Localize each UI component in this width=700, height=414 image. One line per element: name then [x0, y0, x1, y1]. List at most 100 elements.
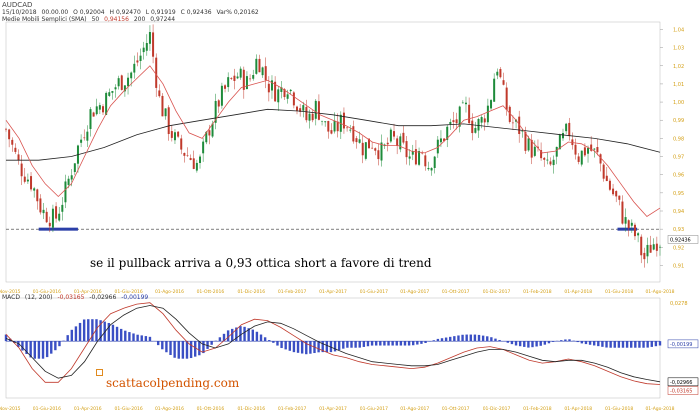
macd-histogram-bar [514, 341, 518, 346]
candle-body [646, 244, 649, 257]
price-x-tick-label: 01-Dic-2016 [237, 289, 265, 295]
price-x-tick-label: 01-Dic-2017 [483, 289, 511, 295]
macd-histogram-bar [383, 341, 386, 346]
candle-body [255, 58, 258, 74]
macd-x-tick-label: 01-Giu-2017 [360, 406, 388, 412]
macd-histogram-bar [103, 321, 106, 342]
macd-histogram-bar [58, 341, 61, 347]
macd-histogram-bar [350, 341, 353, 348]
candle-body [608, 180, 611, 190]
macd-histogram-bar [580, 341, 584, 344]
macd-x-tick-label: 01-Dic-2016 [237, 406, 265, 412]
macd-histogram-bar [226, 330, 230, 342]
candle-body [142, 47, 145, 53]
candle-body [30, 176, 33, 190]
candle-body [568, 122, 571, 137]
macd-histogram-bar [292, 341, 296, 353]
macd-x-tick-label: 01-Ott-2016 [197, 406, 225, 412]
macd-histogram-bar [494, 338, 497, 342]
macd-histogram-bar [498, 339, 501, 342]
candle-body [267, 83, 270, 93]
macd-histogram-bar [124, 330, 127, 342]
candle-body [355, 138, 358, 143]
candle-body [220, 85, 223, 106]
candle-body [505, 87, 508, 110]
macd-histogram-bar [444, 337, 448, 342]
macd-histogram-bar [268, 340, 271, 342]
macd-x-tick-label: 01-Ago-2016 [155, 406, 184, 412]
macd-x-tick-label: 01-Feb-2018 [523, 406, 552, 412]
candle-body [280, 87, 283, 92]
candle-body [36, 189, 39, 202]
macd-histogram-bar [535, 341, 538, 347]
candle-body [474, 128, 477, 133]
price-y-tick-label: 0,99 [673, 118, 684, 124]
price-x-tick-label: 01-Apr-2018 [564, 289, 592, 295]
candle-body [189, 157, 192, 161]
candle-body [618, 195, 621, 200]
macd-histogram-bar [621, 341, 625, 348]
macd-x-tick-label: 01-Giu-2018 [605, 406, 633, 412]
candle-body [605, 175, 608, 182]
macd-histogram-bar [66, 335, 69, 342]
candle-body [42, 209, 45, 214]
macd-histogram-bar [82, 319, 86, 342]
candle-body [317, 101, 320, 120]
macd-histogram-bar [477, 334, 481, 342]
candle-body [583, 147, 586, 156]
price-x-tick-label: 01-Ago-2018 [645, 289, 674, 295]
price-x-tick-label: 01-Ago-2017 [400, 289, 429, 295]
annotation-text: se il pullback arriva a 0,93 ottica shor… [90, 256, 432, 270]
macd-histogram-bar [506, 341, 510, 343]
candle-body [102, 106, 105, 113]
candle-body [314, 100, 317, 119]
candle-body [214, 100, 217, 123]
macd-histogram-bar [78, 322, 82, 342]
candle-body [649, 244, 652, 253]
candle-body [305, 106, 308, 121]
candle-body [599, 154, 602, 164]
candle-body [230, 77, 233, 79]
candle-body [624, 217, 627, 224]
time-value: 00.00.00 [41, 9, 69, 16]
macd-panel-frame [5, 297, 661, 399]
candle-body [480, 117, 483, 123]
candle-body [308, 113, 311, 121]
macd-x-tick-label: 01-Ott-2017 [442, 406, 470, 412]
macd-histogram-bar [4, 334, 8, 342]
macd-histogram-bar [45, 341, 49, 358]
macd-histogram-bar [424, 341, 427, 344]
candle-body [224, 85, 227, 89]
macd-histogram-bar [449, 336, 452, 342]
macd-histogram-bar [247, 328, 250, 342]
candle-body [296, 106, 299, 111]
macd-histogram-bar [169, 341, 172, 355]
candle-body [199, 156, 202, 163]
candle-body [211, 123, 214, 137]
macd-histogram-bar [630, 341, 633, 348]
macd-histogram-bar [576, 341, 579, 343]
high-value: H 0,92470 [109, 9, 141, 16]
candle-body [659, 246, 661, 248]
macd-x-tick-label: 01-Giu-2016 [115, 406, 143, 412]
macd-histogram-bar [50, 341, 53, 354]
candle-body [5, 128, 7, 130]
candle-body [477, 119, 480, 131]
candle-body [161, 95, 164, 117]
watermark-text: scattacolpending.com [106, 376, 240, 390]
macd-histogram-bar [597, 341, 600, 347]
candle-body [14, 147, 17, 152]
price-x-tick-label: 01-Apr-2017 [319, 289, 347, 295]
date-value: 15/10/2018 [2, 9, 37, 16]
candle-body [152, 32, 155, 57]
candle-body [155, 57, 158, 88]
macd-histogram-bar [243, 326, 246, 342]
candle-body [446, 126, 449, 140]
candle-body [123, 85, 126, 92]
candle-body [333, 120, 336, 132]
candle-body [430, 168, 433, 171]
macd-histogram-bar [481, 335, 485, 342]
candle-body [424, 155, 427, 167]
candle-body [468, 104, 471, 124]
candle-body [418, 151, 421, 165]
